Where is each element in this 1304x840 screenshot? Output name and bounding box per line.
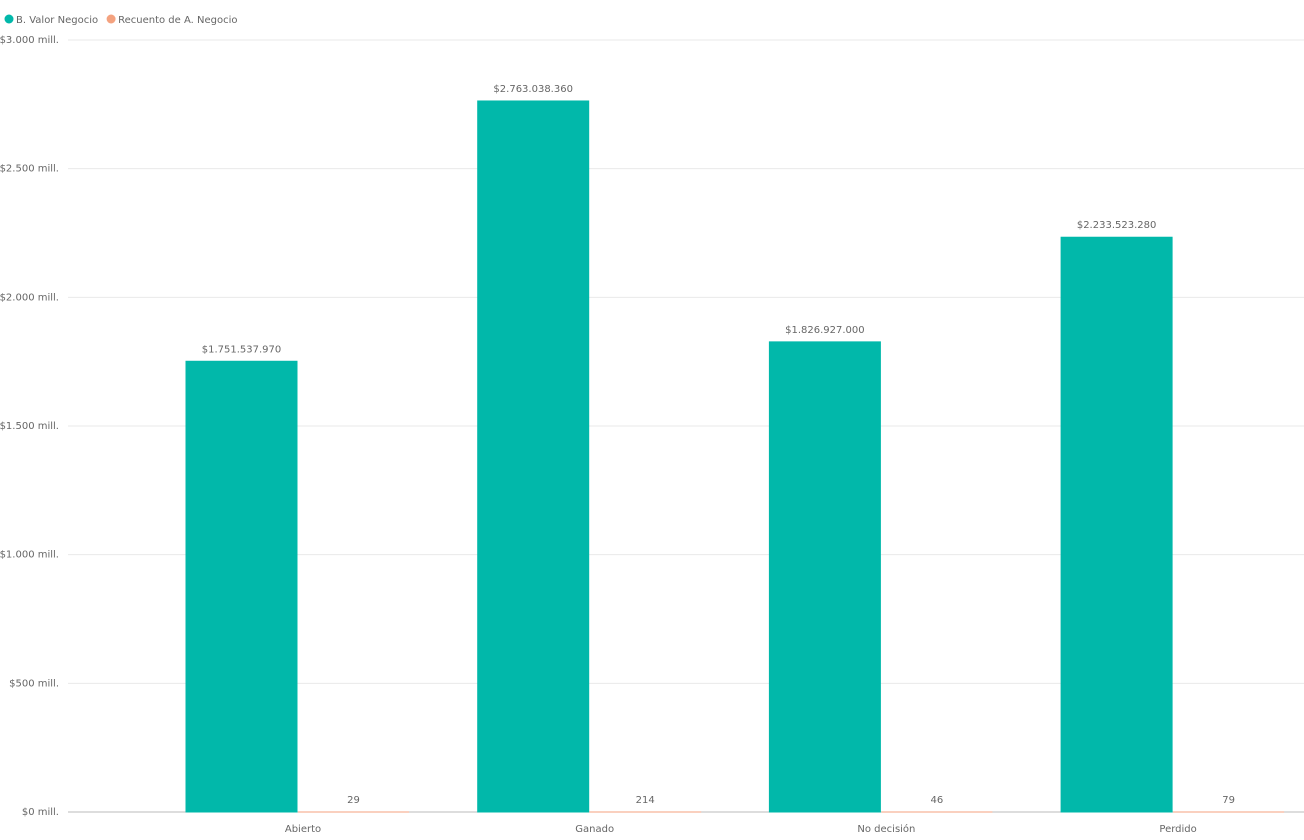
y-tick-label: $500 mill.	[9, 678, 59, 689]
data-label: 29	[347, 795, 360, 806]
x-tick-label: Ganado	[575, 824, 614, 835]
y-tick-label: $2.500 mill.	[0, 164, 59, 175]
data-label: $2.233.523.280	[1077, 220, 1157, 231]
y-tick-label: $0 mill.	[22, 807, 59, 818]
data-label: 79	[1222, 795, 1235, 806]
y-tick-label: $1.000 mill.	[0, 550, 59, 561]
bar	[477, 100, 590, 813]
y-tick-label: $1.500 mill.	[0, 421, 59, 432]
legend-marker	[4, 14, 14, 24]
bar	[768, 341, 881, 813]
x-tick-label: Perdido	[1159, 824, 1196, 835]
legend-marker	[106, 14, 116, 24]
data-label: 214	[636, 795, 655, 806]
y-tick-label: $2.000 mill.	[0, 292, 59, 303]
data-label: $1.751.537.970	[202, 344, 282, 355]
data-label: $1.826.927.000	[785, 325, 865, 336]
legend-label: Recuento de A. Negocio	[118, 15, 237, 26]
data-label: 46	[931, 795, 944, 806]
data-label: $2.763.038.360	[493, 84, 573, 95]
y-tick-label: $3.000 mill.	[0, 35, 59, 46]
x-tick-label: Abierto	[285, 824, 321, 835]
bar	[1060, 236, 1173, 813]
bar	[185, 360, 298, 813]
x-tick-label: No decisión	[857, 823, 915, 835]
legend-label: B. Valor Negocio	[16, 15, 98, 26]
